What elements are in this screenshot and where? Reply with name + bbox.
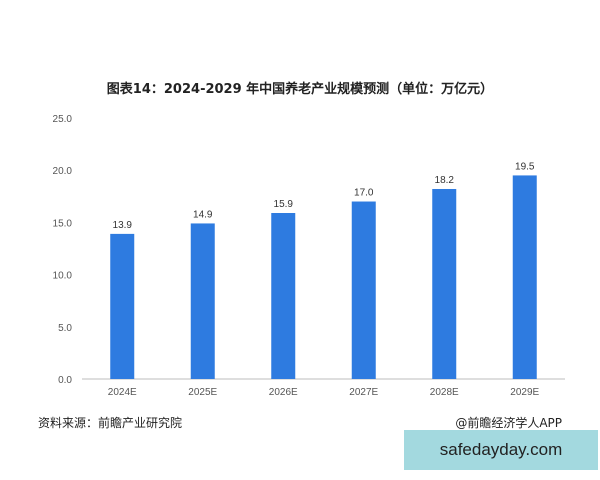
y-tick-label: 15.0	[53, 218, 73, 229]
x-tick-label: 2026E	[269, 387, 298, 398]
y-tick-label: 25.0	[53, 114, 73, 125]
bar-value-label: 13.9	[113, 220, 133, 231]
bar	[432, 188, 457, 379]
x-tick-label: 2025E	[188, 387, 217, 398]
bar	[271, 213, 296, 379]
bar	[110, 233, 135, 379]
source-note: 资料来源：前瞻产业研究院	[38, 416, 183, 430]
bar	[190, 223, 215, 379]
bar-chart: 0.05.010.015.020.025.0 13.914.915.917.01…	[53, 114, 565, 398]
credit-note: @前瞻经济学人APP	[455, 416, 562, 430]
y-tick-label: 5.0	[58, 323, 72, 334]
y-axis: 0.0 5.0 10.0 15.0 20.0 25.0	[53, 114, 73, 386]
y-tick-label: 0.0	[58, 375, 72, 386]
bar-value-label: 19.5	[515, 161, 535, 172]
x-axis-ticks: 2024E 2025E 2026E 2027E 2028E 2029E	[108, 387, 540, 398]
chart-title: 图表14：2024-2029 年中国养老产业规模预测（单位：万亿元）	[106, 82, 494, 97]
y-tick-label: 10.0	[53, 271, 73, 282]
x-tick-label: 2024E	[108, 387, 137, 398]
x-tick-label: 2029E	[510, 387, 539, 398]
bar-value-label: 15.9	[274, 199, 294, 210]
x-tick-label: 2028E	[430, 387, 459, 398]
data-labels: 13.9 14.9 15.9 17.0 18.2 19.5	[113, 161, 535, 230]
bar	[512, 175, 537, 379]
y-tick-label: 20.0	[53, 166, 73, 177]
bars	[110, 175, 537, 379]
bar-value-label: 14.9	[193, 209, 213, 220]
bar	[351, 201, 376, 379]
watermark-banner: safedayday.com	[404, 430, 598, 470]
x-tick-label: 2027E	[349, 387, 378, 398]
bar-value-label: 18.2	[435, 175, 455, 186]
bar-value-label: 17.0	[354, 188, 374, 199]
